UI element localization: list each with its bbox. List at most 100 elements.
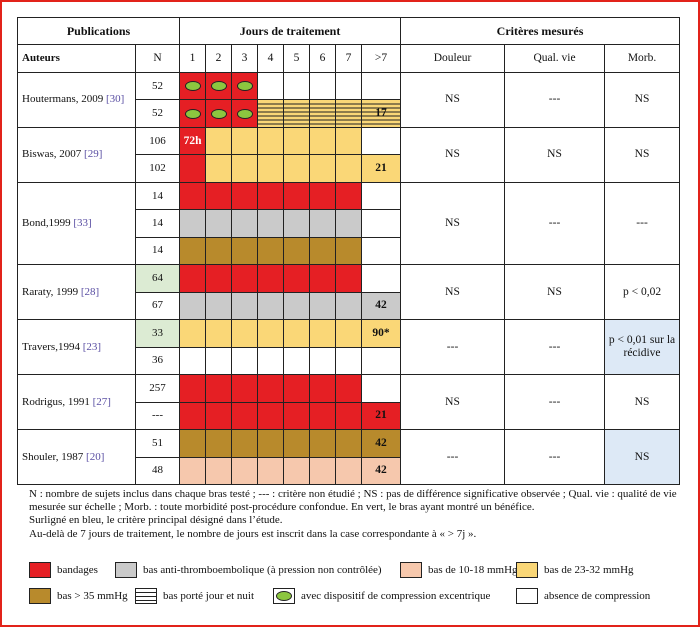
author-name: Travers,1994 bbox=[22, 340, 80, 353]
day-cell bbox=[205, 236, 233, 266]
study-author: Bond,1999 [33] bbox=[17, 181, 136, 266]
day-cell bbox=[179, 291, 207, 321]
day-cell bbox=[361, 374, 402, 403]
arm-n: 51 bbox=[134, 429, 181, 458]
legend-excentrique: avec dispositif de compression excentriq… bbox=[273, 587, 490, 605]
n-header: N bbox=[134, 44, 181, 73]
day-cell bbox=[179, 374, 207, 403]
table-row: 14 bbox=[18, 209, 680, 238]
legend-label: bas porté jour et nuit bbox=[163, 590, 255, 602]
table-row: Travers,1994 [23] 33 90* --- --- p < 0,01 sur… bbox=[17, 319, 681, 376]
day-cell bbox=[205, 264, 233, 293]
day-cell bbox=[309, 99, 337, 128]
day-cell bbox=[309, 209, 337, 238]
day-cell bbox=[179, 346, 207, 376]
morb-value: NS bbox=[604, 374, 681, 431]
day-cell bbox=[231, 71, 259, 101]
day-cell bbox=[179, 236, 207, 266]
qual-vie-value: --- bbox=[504, 181, 606, 266]
qual-vie-header: Qual. vie bbox=[504, 44, 606, 73]
day-cell bbox=[179, 319, 207, 348]
table-row: --- 21 bbox=[18, 401, 680, 431]
day-cell bbox=[257, 264, 285, 293]
arm-n: 14 bbox=[134, 236, 181, 266]
day-header: 4 bbox=[257, 44, 285, 73]
auteurs-header: Auteurs bbox=[17, 44, 136, 73]
legend-absence: absence de compression bbox=[516, 587, 650, 605]
legend-label: bas de 10-18 mmHg bbox=[428, 564, 518, 576]
day-cell bbox=[257, 401, 285, 431]
day-header: 2 bbox=[205, 44, 233, 73]
table-row: 102 21 bbox=[18, 154, 680, 183]
days-value: 21 bbox=[375, 409, 387, 422]
qual-vie-value: --- bbox=[504, 374, 606, 431]
criteres-header: Critères mesurés bbox=[400, 16, 681, 46]
publications-header: Publications bbox=[16, 16, 181, 46]
reference: [20] bbox=[86, 450, 105, 463]
legend-anti: bas anti-thromboembolique (à pression no… bbox=[115, 561, 382, 579]
day-cell bbox=[335, 346, 363, 376]
reference: [23] bbox=[82, 340, 102, 353]
day-cell: 42 bbox=[361, 291, 402, 321]
table-row: Rodrigus, 1991 [27] 257 NS --- NS bbox=[17, 374, 681, 431]
day-cell bbox=[231, 209, 259, 238]
day-cell bbox=[283, 71, 311, 101]
days-value: 21 bbox=[375, 162, 387, 175]
day-cell bbox=[309, 346, 337, 376]
table-row: Biswas, 2007 [29] 106 72h NS NS NS bbox=[17, 126, 681, 183]
day-cell bbox=[257, 209, 285, 238]
legend-label: bas anti-thromboembolique (à pression no… bbox=[143, 564, 382, 576]
day-cell: 90* bbox=[361, 319, 402, 348]
day-cell bbox=[231, 346, 259, 376]
days-value: 17 bbox=[375, 107, 387, 120]
day-header: 7 bbox=[335, 44, 363, 73]
day-cell bbox=[335, 181, 363, 211]
douleur-value: NS bbox=[400, 71, 506, 128]
day-cell bbox=[257, 319, 285, 348]
legend-10-18: bas de 10-18 mmHg bbox=[400, 561, 518, 579]
day-cell bbox=[283, 346, 311, 376]
note-line: Surligné en bleu, le critère principal d… bbox=[29, 514, 283, 527]
day-cell bbox=[335, 429, 363, 458]
reference: [28] bbox=[80, 285, 100, 298]
day-cell bbox=[205, 374, 233, 403]
arm-n: 48 bbox=[134, 456, 181, 485]
oval-swatch-icon bbox=[273, 588, 295, 604]
hatch-swatch-icon bbox=[135, 588, 157, 604]
day-cell bbox=[361, 346, 402, 376]
day-cell bbox=[257, 99, 285, 128]
douleur-value: NS bbox=[400, 126, 506, 183]
day-cell bbox=[231, 374, 259, 403]
note-line: Au-delà de 7 jours de traitement, le nom… bbox=[29, 527, 477, 540]
day-cell bbox=[205, 209, 233, 238]
day-cell bbox=[205, 319, 233, 348]
legend-label: bas > 35 mmHg bbox=[57, 590, 128, 602]
day-cell bbox=[283, 209, 311, 238]
douleur-value: NS bbox=[400, 264, 506, 321]
eccentric-device-icon bbox=[236, 81, 253, 92]
legend-35: bas > 35 mmHg bbox=[29, 587, 128, 605]
day-cell bbox=[283, 429, 311, 458]
day-cell bbox=[257, 181, 285, 211]
day-cell bbox=[309, 154, 337, 183]
table-row: Raraty, 1999 [28] 64 NS NS p < 0,02 bbox=[17, 264, 681, 321]
yellow-swatch-icon bbox=[516, 562, 538, 578]
day-cell bbox=[309, 319, 337, 348]
day-cell bbox=[205, 401, 233, 431]
day-cell bbox=[205, 456, 233, 485]
day-cell bbox=[231, 429, 259, 458]
eccentric-device-icon bbox=[184, 108, 201, 119]
day-cell: 42 bbox=[361, 456, 402, 485]
day-cell bbox=[257, 291, 285, 321]
table-row: 48 42 bbox=[18, 456, 680, 485]
red-swatch-icon bbox=[29, 562, 51, 578]
day-cell bbox=[179, 181, 207, 211]
arm-n: 257 bbox=[134, 374, 181, 403]
day-cell bbox=[231, 456, 259, 485]
eccentric-device-icon bbox=[184, 81, 201, 92]
day-cell: 21 bbox=[361, 401, 402, 431]
day-cell bbox=[179, 429, 207, 458]
day-cell bbox=[335, 456, 363, 485]
day-cell bbox=[361, 236, 402, 266]
arm-n: 33 bbox=[134, 319, 181, 348]
